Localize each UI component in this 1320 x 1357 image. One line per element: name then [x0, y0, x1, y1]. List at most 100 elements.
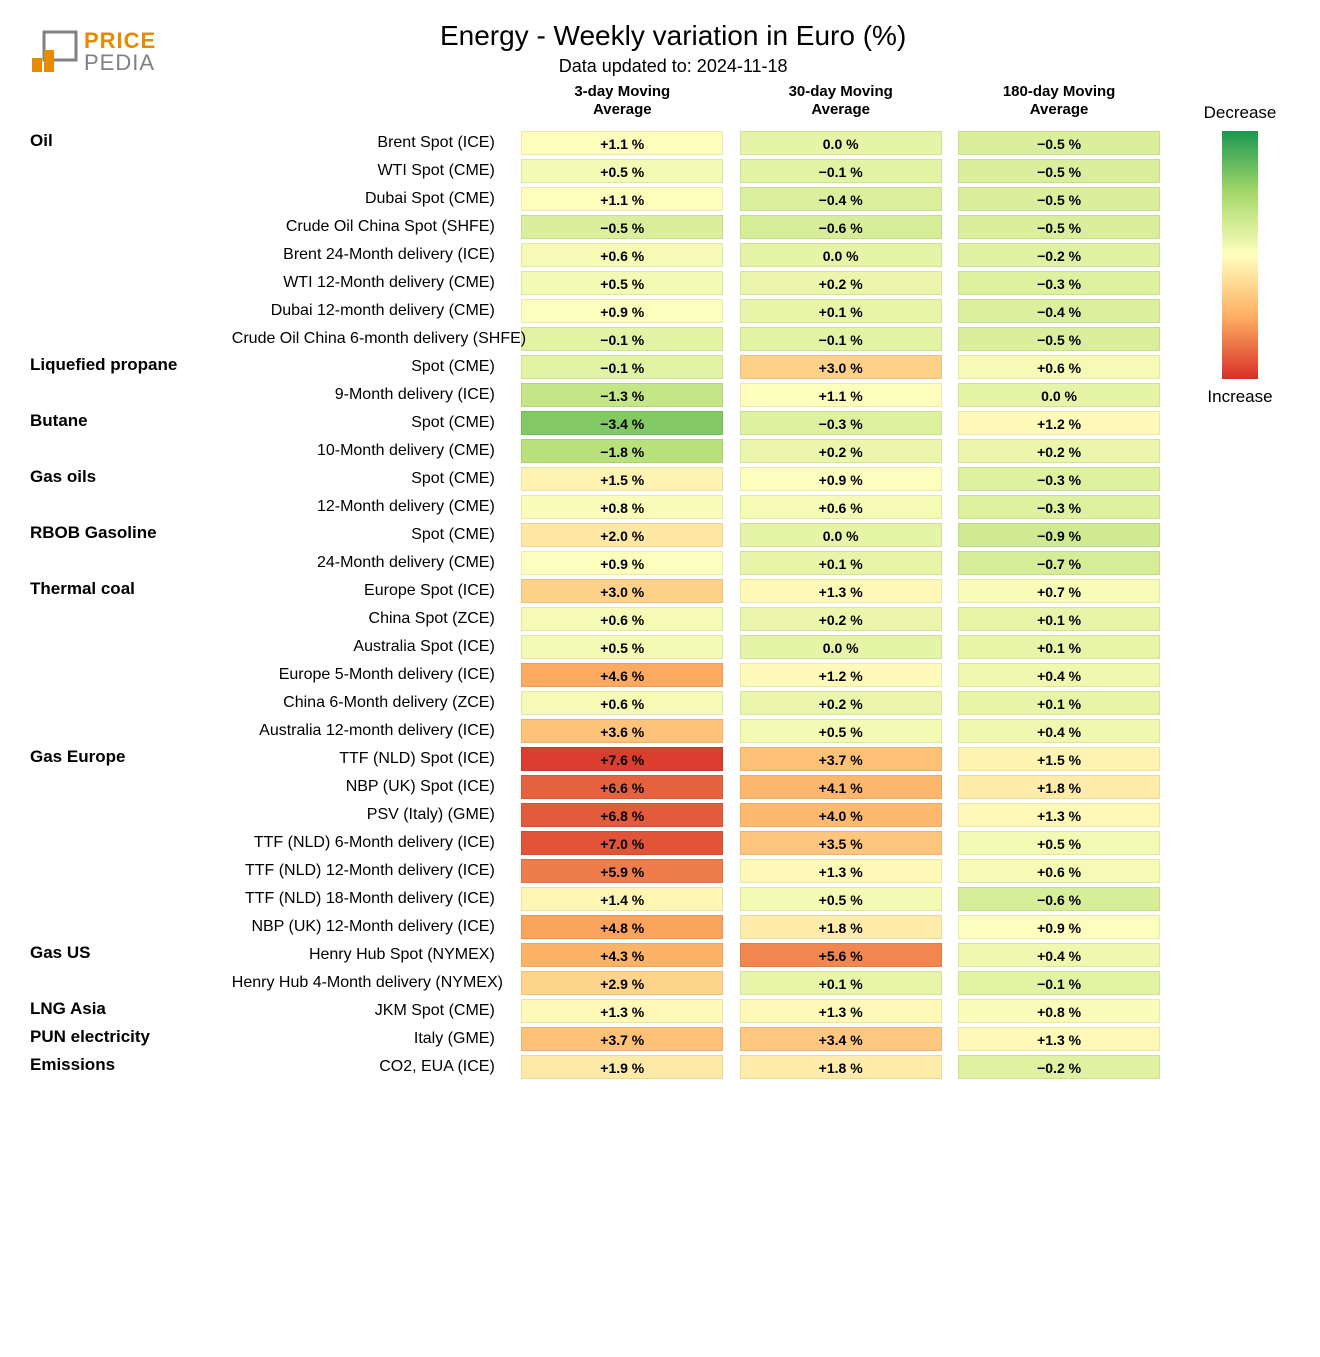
category-label: Thermal coal [30, 577, 232, 605]
table-row: 24-Month delivery (CME)+0.9 %+0.1 %−0.7 … [30, 549, 1160, 577]
heatmap-cell: 0.0 % [740, 523, 942, 547]
row-label: China Spot (ZCE) [232, 605, 505, 633]
heatmap-cell: −0.6 % [740, 215, 942, 239]
table-row: NBP (UK) 12-Month delivery (ICE)+4.8 %+1… [30, 913, 1160, 941]
table-row: Thermal coalEurope Spot (ICE)+3.0 %+1.3 … [30, 577, 1160, 605]
heatmap-cell: +3.0 % [740, 355, 942, 379]
table-row: Australia 12-month delivery (ICE)+3.6 %+… [30, 717, 1160, 745]
heatmap-cell: +0.6 % [521, 691, 723, 715]
table-row: Crude Oil China Spot (SHFE)−0.5 %−0.6 %−… [30, 213, 1160, 241]
heatmap-cell: +4.1 % [740, 775, 942, 799]
row-label: Henry Hub 4-Month delivery (NYMEX) [232, 969, 505, 997]
row-label: Italy (GME) [232, 1025, 505, 1053]
heatmap-cell: +0.5 % [958, 831, 1160, 855]
heatmap-cell: 0.0 % [740, 635, 942, 659]
heatmap-cell: +3.7 % [521, 1027, 723, 1051]
heatmap-cell: −0.1 % [521, 355, 723, 379]
heatmap-cell: +0.1 % [740, 971, 942, 995]
category-label: Gas oils [30, 465, 232, 493]
brand-logo: PRICE PEDIA [30, 28, 156, 76]
table-row: Liquefied propaneSpot (CME)−0.1 %+3.0 %+… [30, 353, 1160, 381]
category-label: Oil [30, 129, 232, 157]
row-label: WTI 12-Month delivery (CME) [232, 269, 505, 297]
row-label: Australia 12-month delivery (ICE) [232, 717, 505, 745]
heatmap-cell: −0.7 % [958, 551, 1160, 575]
heatmap-cell: +0.2 % [740, 691, 942, 715]
column-header: 180-day MovingAverage [958, 83, 1160, 129]
heatmap-cell: −0.9 % [958, 523, 1160, 547]
heatmap-cell: −0.5 % [958, 327, 1160, 351]
heatmap-cell: +0.6 % [740, 495, 942, 519]
heatmap-cell: +1.5 % [521, 467, 723, 491]
row-label: Spot (CME) [232, 353, 505, 381]
heatmap-cell: +1.8 % [958, 775, 1160, 799]
heatmap-cell: −0.2 % [958, 1055, 1160, 1079]
heatmap-cell: +0.6 % [521, 607, 723, 631]
category-label: PUN electricity [30, 1025, 232, 1053]
table-row: Dubai Spot (CME)+1.1 %−0.4 %−0.5 % [30, 185, 1160, 213]
table-row: Brent 24-Month delivery (ICE)+0.6 %0.0 %… [30, 241, 1160, 269]
table-row: China 6-Month delivery (ZCE) +0.6 % +0.2 %… [30, 689, 1160, 717]
category-label: Gas US [30, 941, 232, 969]
heatmap-cell: +1.1 % [521, 187, 723, 211]
table-row: TTF (NLD) 12-Month delivery (ICE) +5.9 % +… [30, 857, 1160, 885]
heatmap-cell: +1.2 % [958, 411, 1160, 435]
heatmap-cell: +6.8 % [521, 803, 723, 827]
heatmap-cell: +0.2 % [740, 271, 942, 295]
heatmap-cell: +3.0 % [521, 579, 723, 603]
category-label: Butane [30, 409, 232, 437]
heatmap-cell: −0.5 % [958, 159, 1160, 183]
heatmap-cell: +0.6 % [958, 859, 1160, 883]
color-legend: Decrease Increase [1190, 83, 1290, 407]
heatmap-cell: +0.1 % [958, 691, 1160, 715]
table-row: Gas USHenry Hub Spot (NYMEX)+4.3 %+5.6 %… [30, 941, 1160, 969]
row-label: Europe 5-Month delivery (ICE) [232, 661, 505, 689]
table-row: WTI Spot (CME)+0.5 %−0.1 %−0.5 % [30, 157, 1160, 185]
heatmap-cell: +1.1 % [740, 383, 942, 407]
heatmap-cell: +5.6 % [740, 943, 942, 967]
heatmap-cell: +0.9 % [521, 299, 723, 323]
table-row: PUN electricityItaly (GME) +3.7 % +3.4 % +1… [30, 1025, 1160, 1053]
heatmap-cell: +1.3 % [740, 999, 942, 1023]
heatmap-cell: +1.3 % [958, 1027, 1160, 1051]
heatmap-cell: +3.4 % [740, 1027, 942, 1051]
heatmap-cell: +0.4 % [958, 943, 1160, 967]
heatmap-cell: +0.6 % [521, 243, 723, 267]
table-row: RBOB GasolineSpot (CME)+2.0 %0.0 %−0.9 % [30, 521, 1160, 549]
heatmap-cell: +0.1 % [958, 635, 1160, 659]
heatmap-cell: +1.2 % [740, 663, 942, 687]
heatmap-cell: −0.1 % [740, 159, 942, 183]
heatmap-cell: +0.1 % [740, 551, 942, 575]
row-label: Crude Oil China Spot (SHFE) [232, 213, 505, 241]
table-row: China Spot (ZCE)+0.6 %+0.2 %+0.1 % [30, 605, 1160, 633]
heatmap-cell: 0.0 % [740, 131, 942, 155]
heatmap-cell: −0.3 % [740, 411, 942, 435]
row-label: China 6-Month delivery (ZCE) [232, 689, 505, 717]
heatmap-cell: +0.5 % [521, 159, 723, 183]
table-row: Gas oilsSpot (CME)+1.5 %+0.9 %−0.3 % [30, 465, 1160, 493]
heatmap-cell: +0.1 % [740, 299, 942, 323]
heatmap-cell: +2.9 % [521, 971, 723, 995]
heatmap-cell: +7.6 % [521, 747, 723, 771]
row-label: TTF (NLD) 12-Month delivery (ICE) [232, 857, 505, 885]
table-row: 12-Month delivery (CME)+0.8 %+0.6 %−0.3 … [30, 493, 1160, 521]
page-title: Energy - Weekly variation in Euro (%) [156, 20, 1190, 52]
heatmap-cell: +3.5 % [740, 831, 942, 855]
legend-top-label: Decrease [1204, 103, 1277, 123]
category-label: Liquefied propane [30, 353, 232, 381]
row-label: 12-Month delivery (CME) [232, 493, 505, 521]
heatmap-cell: +1.3 % [521, 999, 723, 1023]
logo-mark-icon [30, 28, 78, 76]
table-row: OilBrent Spot (ICE)+1.1 %0.0 %−0.5 % [30, 129, 1160, 157]
row-label: TTF (NLD) Spot (ICE) [232, 745, 505, 773]
row-label: Spot (CME) [232, 409, 505, 437]
heatmap-cell: 0.0 % [958, 383, 1160, 407]
row-label: TTF (NLD) 6-Month delivery (ICE) [232, 829, 505, 857]
table-row: 10-Month delivery (CME)−1.8 %+0.2 %+0.2 … [30, 437, 1160, 465]
row-label: JKM Spot (CME) [232, 997, 505, 1025]
heatmap-cell: +5.9 % [521, 859, 723, 883]
table-row: Dubai 12-month delivery (CME)+0.9 %+0.1 … [30, 297, 1160, 325]
heatmap-cell: +0.4 % [958, 719, 1160, 743]
heatmap-cell: +0.9 % [521, 551, 723, 575]
row-label: Spot (CME) [232, 521, 505, 549]
